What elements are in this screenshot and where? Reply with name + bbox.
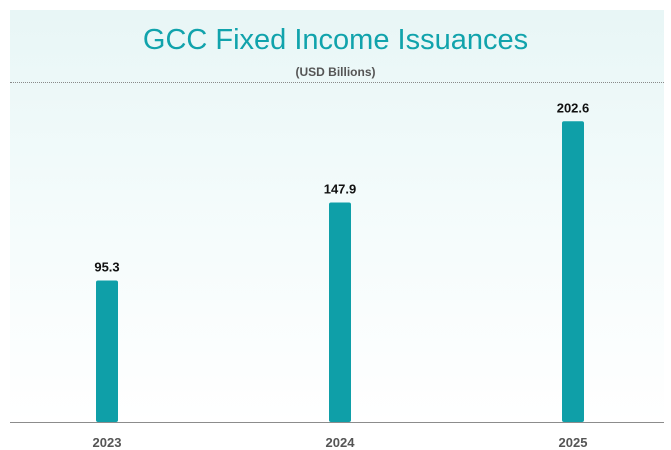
data-label-2025: 202.6 [557,100,590,115]
x-tick-label-2023: 2023 [93,435,122,450]
bar-2024 [329,202,351,422]
bar-2025 [562,121,584,422]
data-label-2024: 147.9 [324,181,357,196]
data-label-2023: 95.3 [94,260,119,275]
x-tick-label-2024: 2024 [326,435,356,450]
x-tick-label-2025: 2025 [559,435,588,450]
bar-2023 [96,281,118,422]
